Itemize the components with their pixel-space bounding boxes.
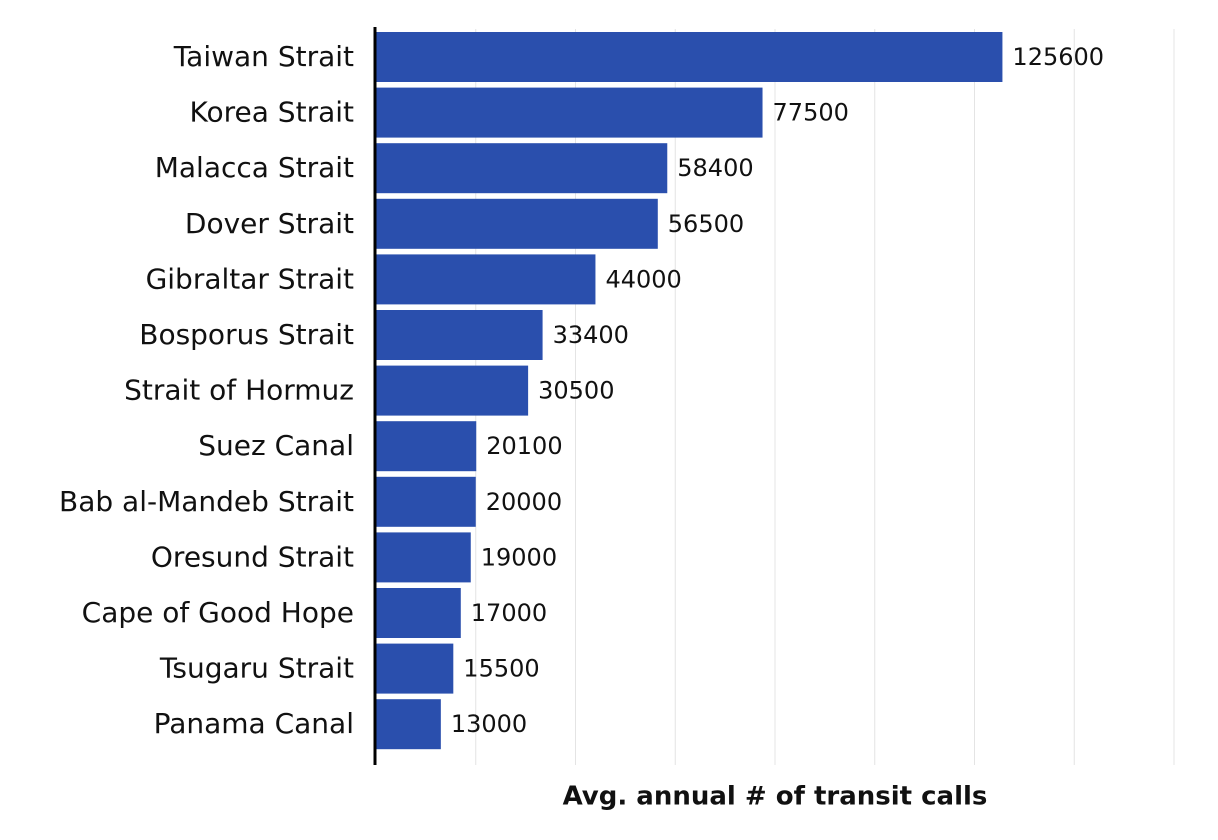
bar	[376, 32, 1003, 82]
y-tick-label: Taiwan Strait	[173, 40, 354, 73]
bar	[376, 588, 461, 638]
value-label: 56500	[668, 210, 744, 238]
value-label: 15500	[463, 655, 539, 683]
y-tick-label: Oresund Strait	[151, 540, 354, 573]
bar	[376, 421, 477, 472]
y-tick-label: Dover Strait	[185, 207, 354, 240]
value-label: 58400	[677, 154, 753, 182]
value-label: 33400	[553, 321, 629, 349]
value-label: 77500	[773, 99, 849, 127]
value-label: 30500	[538, 377, 614, 405]
x-axis-title: Avg. annual # of transit calls	[563, 782, 988, 812]
bar	[376, 699, 441, 750]
bar	[376, 310, 543, 360]
value-label: 44000	[605, 265, 681, 293]
bar	[376, 476, 476, 527]
y-tick-label: Panama Canal	[154, 707, 354, 740]
value-label: 125600	[1012, 43, 1104, 71]
value-label: 20100	[486, 432, 562, 460]
y-tick-label: Malacca Strait	[155, 151, 354, 184]
y-tick-label: Strait of Hormuz	[124, 374, 354, 407]
y-tick-label: Korea Strait	[190, 96, 354, 129]
bar	[376, 254, 596, 305]
bar	[376, 643, 454, 694]
bar	[376, 532, 471, 583]
y-tick-label: Cape of Good Hope	[82, 596, 354, 629]
value-label: 13000	[451, 710, 527, 738]
y-tick-label: Tsugaru Strait	[159, 652, 354, 685]
value-label: 17000	[471, 599, 547, 627]
bar	[376, 365, 529, 416]
y-tick-label: Bab al-Mandeb Strait	[59, 485, 354, 518]
bar	[376, 143, 668, 194]
y-tick-label: Gibraltar Strait	[146, 262, 354, 295]
bar	[376, 198, 658, 249]
value-label: 20000	[486, 488, 562, 516]
y-tick-label: Bosporus Strait	[139, 318, 354, 351]
value-label: 19000	[481, 543, 557, 571]
bar	[376, 87, 763, 138]
y-tick-label: Suez Canal	[198, 429, 354, 462]
